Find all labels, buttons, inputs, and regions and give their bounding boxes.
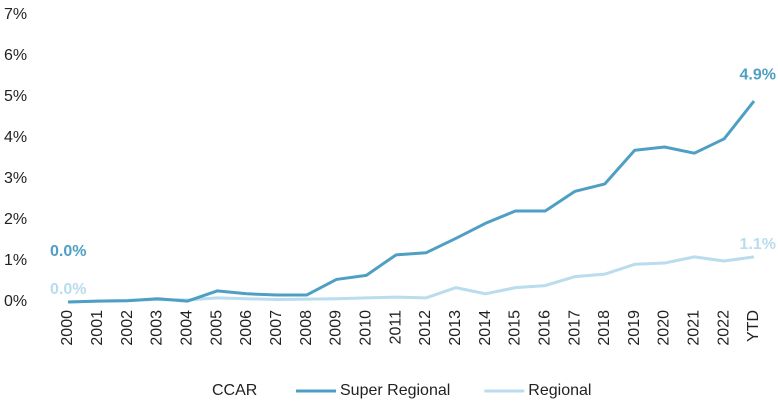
y-tick-label: 0% (4, 293, 27, 310)
x-tick-label: 2022 (715, 310, 732, 346)
value-label: 1.1% (740, 236, 776, 253)
x-tick-label: 2004 (179, 310, 196, 346)
x-tick-label: 2000 (59, 310, 76, 346)
x-tick-label: 2006 (238, 310, 255, 346)
x-tick-label: 2010 (357, 310, 374, 346)
y-tick-label: 1% (4, 252, 27, 269)
legend-label: Super Regional (340, 382, 450, 399)
x-tick-label: 2008 (298, 310, 315, 346)
x-tick-label: 2014 (477, 310, 494, 346)
x-tick-label: 2005 (208, 310, 225, 346)
x-tick-label: 2001 (89, 310, 106, 346)
x-tick-label: 2003 (149, 310, 166, 346)
value-label: 0.0% (50, 281, 86, 298)
y-tick-label: 4% (4, 129, 27, 146)
y-tick-label: 3% (4, 170, 27, 187)
x-tick-label: 2017 (566, 310, 583, 346)
x-tick-label: 2015 (507, 310, 524, 346)
series-line (67, 255, 755, 304)
x-tick-label: 2002 (119, 310, 136, 346)
y-tick-label: 2% (4, 211, 27, 228)
value-label: 0.0% (50, 243, 86, 260)
x-tick-label: 2018 (596, 310, 613, 346)
value-label: 4.9% (740, 66, 776, 83)
x-tick-label: 2009 (328, 310, 345, 346)
legend-title: CCAR (212, 382, 257, 399)
x-tick-label: 2012 (417, 310, 434, 346)
y-tick-label: 6% (4, 47, 27, 64)
legend-label: Regional (528, 382, 591, 399)
x-tick-label: 2021 (686, 310, 703, 346)
x-tick-label: YTD (745, 310, 762, 342)
series-line (67, 100, 756, 304)
x-tick-label: 2013 (447, 310, 464, 346)
x-tick-label: 2020 (656, 310, 673, 346)
x-tick-label: 2007 (268, 310, 285, 346)
y-tick-label: 7% (4, 6, 27, 23)
y-tick-label: 5% (4, 88, 27, 105)
x-tick-label: 2016 (536, 310, 553, 346)
x-tick-label: 2019 (626, 310, 643, 346)
x-tick-label: 2011 (387, 310, 404, 345)
